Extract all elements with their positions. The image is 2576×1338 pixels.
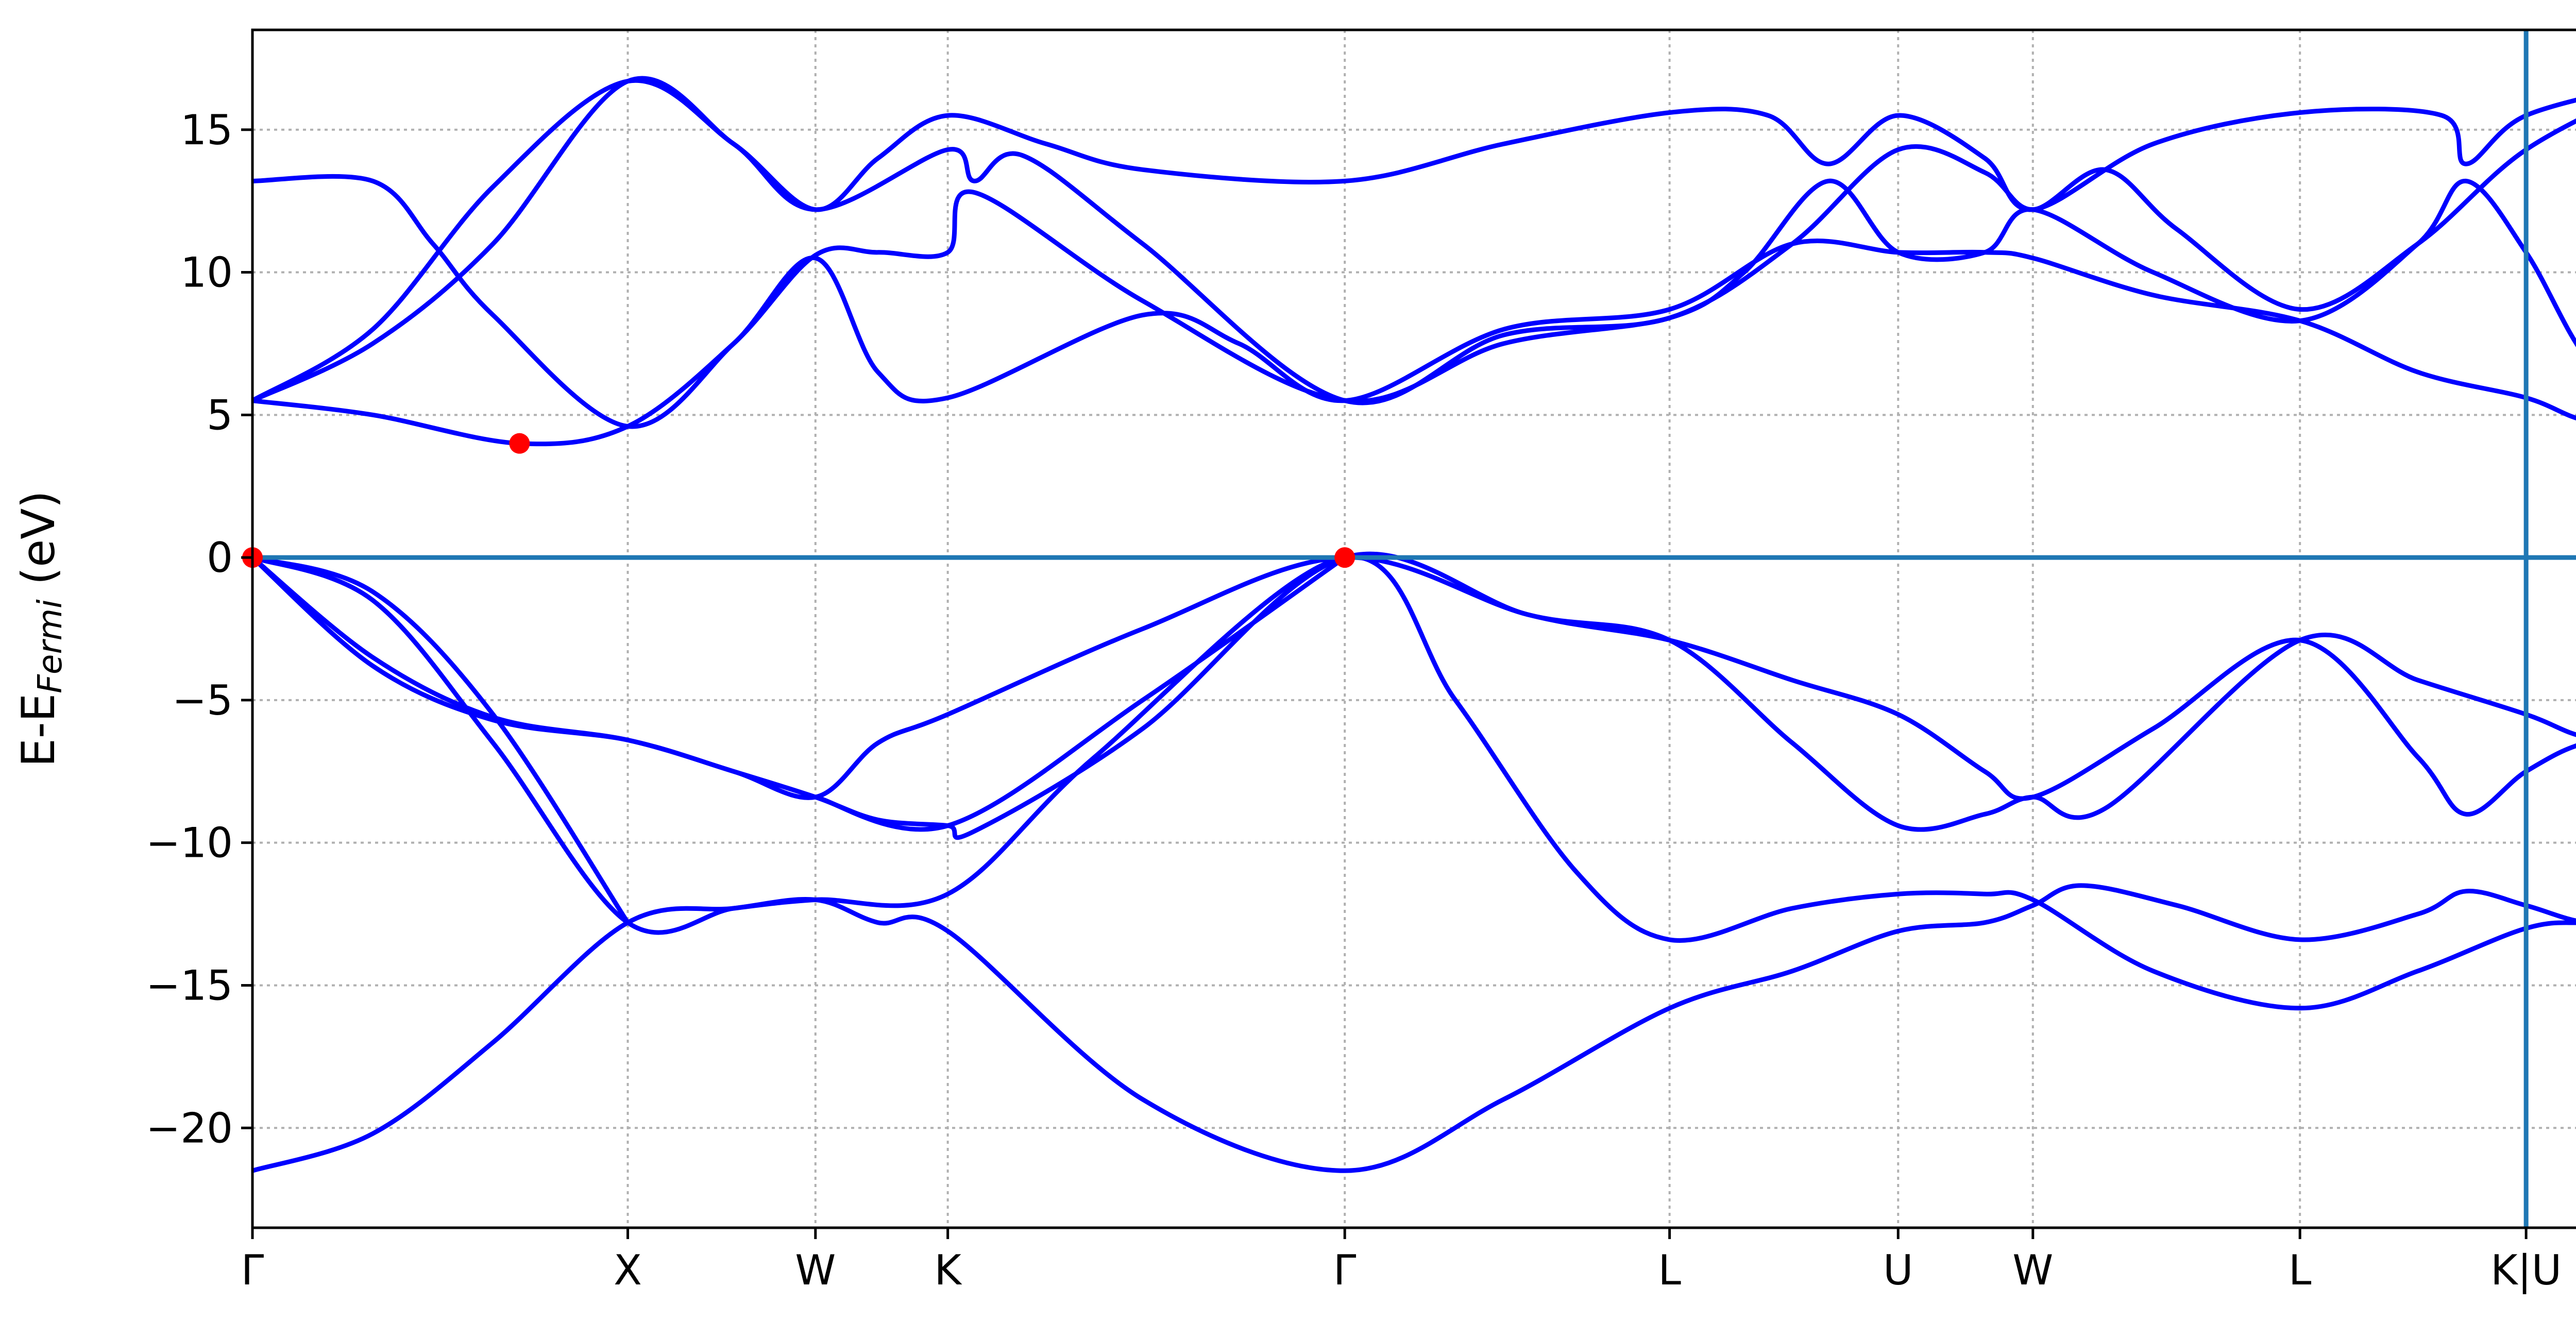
- y-tick-label-2: 5: [207, 391, 233, 439]
- x-tick-label-5: L: [1658, 1246, 1681, 1294]
- y-axis-label: E-EFermi (eV): [12, 490, 70, 767]
- band-extremum-point-2: [1334, 547, 1355, 568]
- y-tick-label-5: −10: [146, 819, 233, 867]
- y-axis-label-main: E-E: [12, 693, 65, 767]
- band-line-0: [251, 554, 2576, 1173]
- y-tick-label-4: −5: [172, 676, 233, 724]
- band-extremum-point-1: [509, 433, 530, 454]
- band-line-5: [815, 555, 1346, 832]
- y-axis-label-unit: (eV): [12, 490, 65, 599]
- y-tick-label-3: 0: [207, 534, 233, 582]
- x-tick-label-6: U: [1883, 1246, 1913, 1294]
- band-line-1: [251, 555, 2576, 1173]
- y-tick-label-0: 15: [180, 106, 233, 154]
- band-line-4: [251, 555, 630, 924]
- x-tick-label-1: X: [614, 1246, 642, 1294]
- x-tick-label-3: K: [934, 1246, 962, 1294]
- band-line-3: [251, 555, 2576, 832]
- x-tick-label-9: K|U: [2490, 1246, 2562, 1295]
- y-tick-label-6: −15: [146, 961, 233, 1009]
- y-tick-label-1: 10: [180, 249, 233, 297]
- x-tick-label-8: L: [2289, 1246, 2312, 1294]
- x-tick-label-4: Γ: [1333, 1246, 1357, 1294]
- grid-layer: [251, 30, 2576, 1228]
- axes-frame: [251, 28, 2576, 1229]
- band-line-9: [251, 78, 2576, 405]
- y-tick-label-7: −20: [146, 1104, 233, 1152]
- y-axis-label-sub: Fermi: [31, 599, 70, 693]
- band-line-7: [251, 76, 2576, 403]
- x-tick-label-7: W: [2012, 1246, 2053, 1294]
- ticks-layer: 15 10 5 0 −5 −10 −15 −20 Γ X W K Γ L U W L K|U: [146, 106, 2562, 1295]
- markers-layer: [242, 433, 1355, 568]
- x-tick-label-0: Γ: [241, 1246, 264, 1294]
- band-line-6: [252, 239, 2576, 447]
- band-line-8: [252, 174, 2576, 429]
- x-tick-label-2: W: [795, 1246, 836, 1294]
- bands-layer: [250, 30, 2576, 1228]
